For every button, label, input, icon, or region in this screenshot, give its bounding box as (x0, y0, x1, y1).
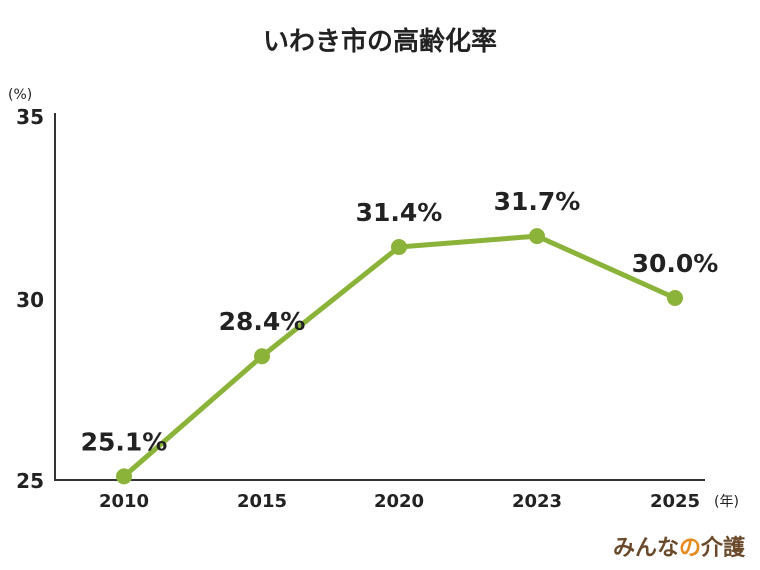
brand-text-part3: 介護 (700, 535, 746, 561)
y-tick-label-25: 25 (16, 469, 44, 493)
data-label-2010: 25.1% (81, 427, 168, 456)
data-label-2023: 31.7% (494, 187, 581, 216)
x-tick-label-2010: 2010 (99, 491, 149, 512)
data-point-2010 (116, 468, 132, 485)
data-label-layer: 25.1% 28.4% 31.4% 31.7% 30.0% (81, 187, 719, 456)
x-tick-label-2025: 2025 (650, 491, 700, 512)
data-point-2023 (529, 228, 545, 245)
x-tick-label-2023: 2023 (512, 491, 562, 512)
x-axis-unit: (年) (714, 494, 739, 510)
data-label-2015: 28.4% (219, 307, 306, 336)
data-label-2020: 31.4% (356, 198, 443, 227)
brand-text-part1: みんな (613, 536, 679, 561)
brand-logo: みんなの介護 (613, 535, 746, 561)
data-point-2025 (667, 290, 683, 306)
x-tick-label-2015: 2015 (237, 491, 287, 512)
data-label-2025: 30.0% (632, 249, 719, 278)
chart-title: いわき市の高齢化率 (263, 26, 497, 57)
y-axis-unit: (%) (8, 87, 32, 103)
data-point-2015 (254, 348, 270, 365)
y-tick-label-35: 35 (16, 105, 44, 129)
data-point-2020 (391, 239, 407, 256)
series-layer (116, 228, 683, 485)
brand-text-part2: の (679, 536, 701, 561)
y-tick-label-30: 30 (16, 288, 44, 312)
series-line (122, 233, 677, 479)
x-tick-label-2020: 2020 (374, 491, 424, 512)
brand-text: みんなの介護 (613, 535, 746, 561)
